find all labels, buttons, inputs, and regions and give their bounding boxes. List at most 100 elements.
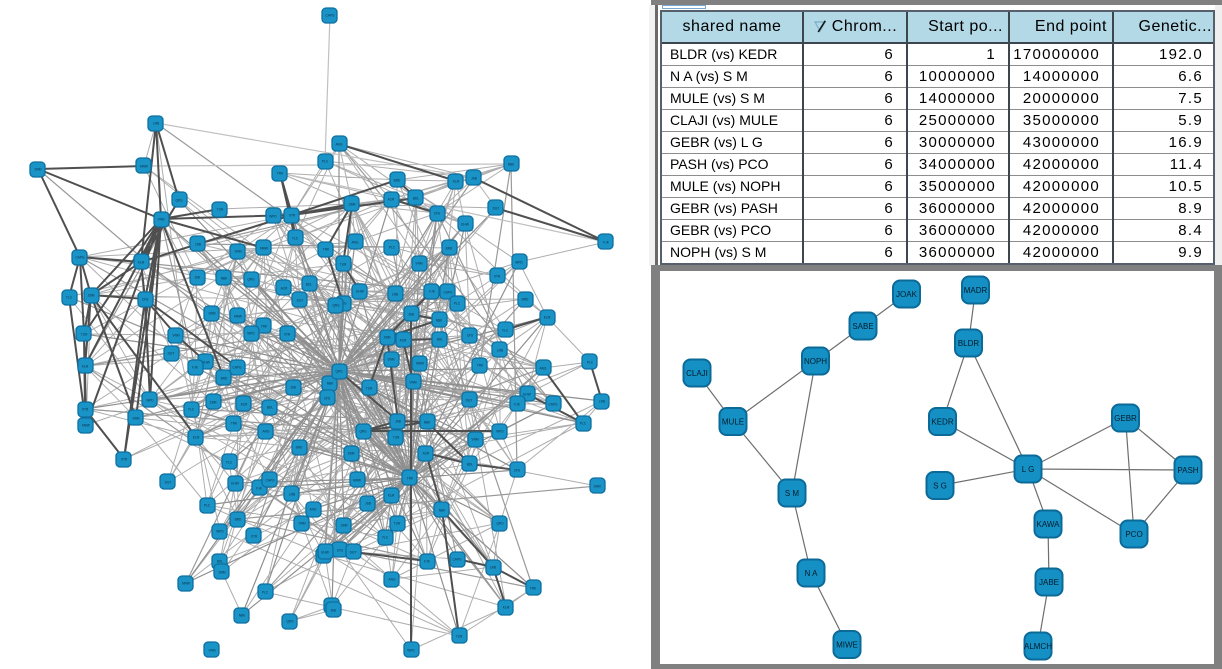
svg-text:ZBM: ZBM — [349, 203, 356, 207]
svg-text:VNM: VNM — [409, 381, 416, 385]
svg-text:BRD: BRD — [446, 247, 453, 251]
svg-text:SABE: SABE — [852, 322, 873, 331]
svg-text:JSB: JSB — [395, 420, 401, 424]
svg-text:TLW: TLW — [394, 522, 401, 526]
svg-text:JSB: JSB — [408, 313, 414, 317]
svg-text:YLC: YLC — [226, 461, 233, 465]
svg-text:LRB: LRB — [153, 122, 159, 126]
svg-text:LRB: LRB — [497, 349, 503, 353]
svg-text:L G: L G — [1022, 465, 1035, 474]
svg-text:ACR: ACR — [423, 452, 430, 456]
svg-text:XTR: XTR — [121, 458, 128, 462]
svg-text:MADR: MADR — [964, 286, 988, 295]
svg-text:LRB: LRB — [392, 293, 398, 297]
svg-text:PLC: PLC — [262, 591, 269, 595]
svg-text:KLM: KLM — [82, 365, 89, 369]
svg-text:FJK: FJK — [429, 290, 436, 294]
svg-text:ZBM: ZBM — [384, 336, 391, 340]
svg-text:EHW: EHW — [461, 223, 468, 227]
svg-text:PCO: PCO — [1125, 530, 1142, 539]
svg-text:BRD: BRD — [235, 518, 242, 522]
svg-text:WPD: WPD — [146, 399, 154, 403]
svg-text:DGT: DGT — [165, 481, 172, 485]
svg-text:MRW: MRW — [82, 424, 90, 428]
svg-text:VNM: VNM — [415, 262, 422, 266]
svg-text:QRS: QRS — [336, 370, 343, 374]
svg-text:JSB: JSB — [194, 276, 200, 280]
svg-text:PASH: PASH — [1177, 466, 1198, 475]
svg-text:S M: S M — [785, 489, 800, 498]
svg-text:JSB: JSB — [290, 386, 296, 390]
svg-text:CLAJI: CLAJI — [686, 369, 708, 378]
svg-text:CAPG: CAPG — [325, 14, 335, 18]
svg-text:TRK: TRK — [323, 248, 330, 252]
svg-text:TLW: TLW — [366, 387, 373, 391]
svg-text:EHW: EHW — [356, 290, 363, 294]
svg-text:MRW: MRW — [353, 479, 361, 483]
svg-text:BRD: BRD — [394, 179, 401, 183]
svg-text:BDL: BDL — [267, 406, 273, 410]
svg-text:QRS: QRS — [287, 620, 294, 624]
svg-text:CFS: CFS — [142, 298, 148, 302]
svg-text:SNM: SNM — [387, 358, 394, 362]
svg-text:KAWA: KAWA — [1037, 520, 1061, 529]
svg-text:YLC: YLC — [502, 329, 509, 333]
svg-text:ZBM: ZBM — [341, 524, 348, 528]
svg-text:FJK: FJK — [192, 366, 199, 370]
svg-text:VNM: VNM — [471, 438, 478, 442]
svg-text:TLW: TLW — [393, 436, 400, 440]
svg-text:ZBM: ZBM — [88, 294, 95, 298]
svg-text:YLC: YLC — [382, 536, 389, 540]
svg-text:WPD: WPD — [515, 261, 523, 265]
svg-text:GEBR: GEBR — [1114, 414, 1137, 423]
svg-text:CAPG: CAPG — [548, 403, 558, 407]
svg-text:JOAK: JOAK — [896, 290, 918, 299]
svg-text:MRW: MRW — [234, 315, 242, 319]
svg-text:CFS: CFS — [514, 469, 520, 473]
svg-text:BDL: BDL — [467, 463, 473, 467]
svg-text:ANG: ANG — [540, 367, 547, 371]
svg-text:MIWE: MIWE — [836, 641, 858, 650]
svg-text:JSB: JSB — [330, 609, 336, 613]
svg-text:PLC: PLC — [389, 246, 396, 250]
svg-text:PLC: PLC — [322, 160, 329, 164]
svg-text:BDL: BDL — [437, 338, 443, 342]
svg-text:LRB: LRB — [599, 400, 605, 404]
svg-text:PLC: PLC — [454, 302, 461, 306]
svg-text:CFS: CFS — [337, 549, 343, 553]
svg-text:XTR: XTR — [82, 408, 89, 412]
svg-text:KLM: KLM — [388, 494, 395, 498]
svg-text:XTR: XTR — [284, 333, 291, 337]
svg-text:YLC: YLC — [66, 296, 73, 300]
svg-text:NBK: NBK — [439, 509, 446, 513]
svg-text:ACR: ACR — [281, 287, 288, 291]
svg-text:ZBM: ZBM — [210, 401, 217, 405]
svg-text:EHW: EHW — [321, 551, 328, 555]
svg-text:ACR: ACR — [388, 198, 395, 202]
svg-text:MRW: MRW — [416, 362, 424, 366]
svg-text:TLW: TLW — [456, 635, 463, 639]
svg-text:WPD: WPD — [407, 649, 415, 653]
svg-text:DGT: DGT — [297, 299, 304, 303]
svg-text:CAPG: CAPG — [443, 291, 453, 295]
svg-text:BDL: BDL — [306, 283, 312, 287]
svg-text:LRB: LRB — [289, 493, 295, 497]
svg-text:TLW: TLW — [217, 208, 224, 212]
svg-text:ALMCH: ALMCH — [1024, 642, 1052, 651]
svg-text:VNM: VNM — [298, 522, 305, 526]
svg-text:NBK: NBK — [221, 277, 228, 281]
svg-text:S G: S G — [933, 482, 947, 491]
svg-text:JSB: JSB — [365, 502, 371, 506]
svg-text:KLM: KLM — [193, 436, 200, 440]
svg-text:FJK: FJK — [603, 241, 610, 245]
svg-text:EHW: EHW — [231, 482, 238, 486]
svg-text:SNM: SNM — [234, 250, 241, 254]
svg-text:FJK: FJK — [424, 560, 431, 564]
svg-text:KLM: KLM — [503, 606, 510, 610]
svg-text:CFS: CFS — [434, 212, 440, 216]
svg-text:DGT: DGT — [466, 399, 473, 403]
svg-text:DGT: DGT — [493, 207, 500, 211]
svg-text:WPD: WPD — [247, 332, 255, 336]
svg-text:NOPH: NOPH — [804, 357, 827, 366]
svg-text:NBK: NBK — [424, 421, 431, 425]
